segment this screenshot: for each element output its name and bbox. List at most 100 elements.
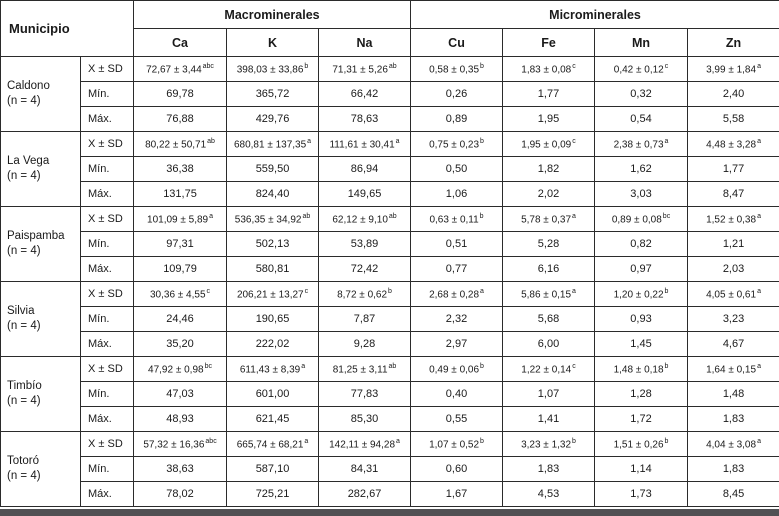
mean-value: 3,23 ± 1,32	[521, 439, 571, 450]
data-value-cell: 1,48	[688, 382, 779, 407]
data-value-cell: 1,82	[503, 157, 595, 182]
mean-value-cell: 81,25 ± 3,11ab	[319, 357, 411, 382]
data-value-cell: 5,58	[688, 107, 779, 132]
column-header-mn: Mn	[595, 29, 688, 57]
data-value-cell: 78,02	[134, 482, 227, 507]
data-value-cell: 824,40	[227, 182, 319, 207]
significance-letters: a	[757, 438, 761, 445]
significance-letters: a	[304, 438, 308, 445]
mean-value-cell: 5,86 ± 0,15a	[503, 282, 595, 307]
mean-value-cell: 1,52 ± 0,38a	[688, 207, 779, 232]
mean-value-cell: 142,11 ± 94,28a	[319, 432, 411, 457]
stat-label-cell: Máx.	[81, 182, 134, 207]
data-value-cell: 1,77	[688, 157, 779, 182]
mean-value: 30,36 ± 4,55	[150, 289, 206, 300]
significance-letters: a	[572, 213, 576, 220]
mean-value-cell: 4,05 ± 0,61a	[688, 282, 779, 307]
significance-letters: a	[572, 288, 576, 295]
data-value-cell: 587,10	[227, 457, 319, 482]
municipality-n: (n = 4)	[7, 94, 80, 109]
data-value-cell: 5,28	[503, 232, 595, 257]
significance-letters: c	[207, 288, 211, 295]
mean-value: 4,04 ± 3,08	[706, 439, 756, 450]
data-value-cell: 1,07	[503, 382, 595, 407]
mean-value: 2,68 ± 0,28	[429, 289, 479, 300]
municipality-cell: La Vega(n = 4)	[1, 132, 81, 207]
stat-label-cell: X ± SD	[81, 132, 134, 157]
significance-letters: a	[480, 288, 484, 295]
data-value-cell: 76,88	[134, 107, 227, 132]
table-header: Municipio Macrominerales Microminerales …	[1, 1, 779, 57]
header-row-groups: Municipio Macrominerales Microminerales	[1, 1, 779, 29]
mean-value: 0,63 ± 0,11	[429, 214, 478, 225]
mean-value-cell: 0,58 ± 0,35b	[411, 57, 503, 82]
mean-value-cell: 0,63 ± 0,11b	[411, 207, 503, 232]
significance-letters: bc	[205, 363, 212, 370]
mean-value: 71,31 ± 5,26	[332, 64, 388, 75]
municipio-header: Municipio	[1, 1, 134, 57]
data-value-cell: 2,02	[503, 182, 595, 207]
data-value-cell: 109,79	[134, 257, 227, 282]
mean-value: 47,92 ± 0,98	[148, 364, 204, 375]
significance-letters: b	[480, 438, 484, 445]
mean-value-cell: 71,31 ± 5,26ab	[319, 57, 411, 82]
mean-value-cell: 1,22 ± 0,14c	[503, 357, 595, 382]
data-value-cell: 86,94	[319, 157, 411, 182]
data-value-cell: 97,31	[134, 232, 227, 257]
macrominerales-group-header: Macrominerales	[134, 1, 411, 29]
significance-letters: ab	[389, 63, 397, 70]
data-value-cell: 282,67	[319, 482, 411, 507]
mean-value-cell: 1,20 ± 0,22b	[595, 282, 688, 307]
mean-value: 1,83 ± 0,08	[521, 64, 571, 75]
data-value-cell: 1,72	[595, 407, 688, 432]
mean-value: 1,48 ± 0,18	[614, 364, 664, 375]
column-header-na: Na	[319, 29, 411, 57]
data-value-cell: 0,51	[411, 232, 503, 257]
municipality-cell: Timbío(n = 4)	[1, 357, 81, 432]
significance-letters: a	[396, 138, 400, 145]
data-value-cell: 0,60	[411, 457, 503, 482]
significance-letters: c	[665, 63, 669, 70]
stat-label-cell: X ± SD	[81, 282, 134, 307]
significance-letters: a	[396, 438, 400, 445]
data-value-cell: 0,40	[411, 382, 503, 407]
significance-letters: ab	[302, 213, 310, 220]
mean-value: 0,58 ± 0,35	[429, 64, 479, 75]
mean-value: 1,51 ± 0,26	[614, 439, 664, 450]
data-value-cell: 36,38	[134, 157, 227, 182]
municipality-name: La Vega	[7, 154, 80, 169]
municipality-name: Paispamba	[7, 229, 80, 244]
data-value-cell: 131,75	[134, 182, 227, 207]
data-value-cell: 53,89	[319, 232, 411, 257]
mean-value-cell: 72,67 ± 3,44abc	[134, 57, 227, 82]
mean-value-cell: 1,51 ± 0,26b	[595, 432, 688, 457]
data-value-cell: 2,32	[411, 307, 503, 332]
stat-label-cell: Mín.	[81, 232, 134, 257]
mean-value: 3,99 ± 1,84	[706, 64, 756, 75]
significance-letters: c	[572, 138, 576, 145]
data-value-cell: 621,45	[227, 407, 319, 432]
mean-value-cell: 5,78 ± 0,37a	[503, 207, 595, 232]
municipality-cell: Silvia(n = 4)	[1, 282, 81, 357]
stat-label-cell: Mín.	[81, 457, 134, 482]
data-value-cell: 35,20	[134, 332, 227, 357]
data-value-cell: 38,63	[134, 457, 227, 482]
municipality-name: Timbío	[7, 379, 80, 394]
data-value-cell: 85,30	[319, 407, 411, 432]
data-value-cell: 1,41	[503, 407, 595, 432]
municipality-name: Totoró	[7, 454, 80, 469]
mean-value: 665,74 ± 68,21	[237, 439, 304, 450]
mean-value-cell: 1,48 ± 0,18b	[595, 357, 688, 382]
mean-value: 5,78 ± 0,37	[521, 214, 571, 225]
stat-label-cell: X ± SD	[81, 432, 134, 457]
significance-letters: a	[757, 213, 761, 220]
mean-value-cell: 0,89 ± 0,08bc	[595, 207, 688, 232]
significance-letters: abc	[203, 63, 214, 70]
mean-value-cell: 62,12 ± 9,10ab	[319, 207, 411, 232]
stat-label-cell: X ± SD	[81, 357, 134, 382]
stat-label-cell: X ± SD	[81, 57, 134, 82]
